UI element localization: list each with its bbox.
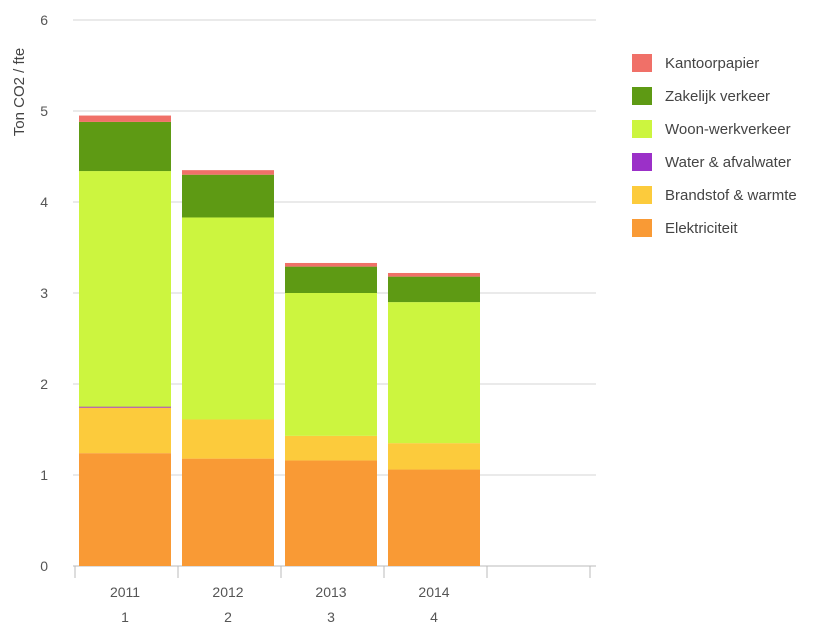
legend-item: Water & afvalwater [632,147,797,177]
x-tick-label: 2014 [418,584,449,600]
bar-segment-2011-5 [79,115,171,122]
legend-label: Brandstof & warmte [665,186,797,204]
x-tick-sublabel: 3 [327,609,335,625]
x-tick-label: 2011 [110,584,140,600]
bar-segment-2012-3 [182,217,274,420]
legend-item: Zakelijk verkeer [632,81,797,111]
y-tick-label: 2 [40,376,48,392]
legend-swatch [632,120,652,138]
bar-segment-2012-5 [182,170,274,175]
legend-item: Woon-werkverkeer [632,114,797,144]
bar-segment-2014-0 [388,469,480,566]
legend-label: Woon-werkverkeer [665,120,791,138]
y-tick-label: 1 [40,467,48,483]
x-tick-sublabel: 4 [430,609,438,625]
y-tick-label: 4 [40,194,48,210]
bar-segment-2013-0 [285,460,377,566]
bar-segment-2012-4 [182,174,274,218]
legend-label: Elektriciteit [665,219,738,237]
y-tick-label: 5 [40,103,48,119]
legend-label: Zakelijk verkeer [665,87,771,105]
bar-segment-2014-1 [388,443,480,470]
bar-segment-2013-3 [285,293,377,436]
legend-swatch [632,54,652,72]
x-axis: 2011 1 2012 2 2013 3 2014 4 [74,566,591,625]
bar-segment-2012-1 [182,419,274,459]
bar-segment-2011-0 [79,453,171,566]
bar-segment-2012-0 [182,458,274,566]
bar-segment-2011-4 [79,121,171,172]
x-tick-sublabel: 1 [121,609,129,625]
bar-segment-2013-4 [285,266,377,293]
y-axis-title: Ton CO2 / fte [11,48,28,136]
y-tick-label: 6 [40,12,48,28]
legend-swatch [632,153,652,171]
bar-segment-2011-3 [79,171,171,407]
legend-item: Brandstof & warmte [632,180,797,210]
x-tick-sublabel: 2 [224,609,232,625]
bar-segment-2013-5 [285,262,377,267]
bar-segment-2014-4 [388,276,480,303]
legend-item: Elektriciteit [632,213,797,243]
x-tick-label: 2012 [212,584,243,600]
x-tick-label: 2013 [315,584,346,600]
bar-segment-2011-1 [79,407,171,454]
bar-segment-2011-2 [79,406,171,408]
y-axis-ticks: 0 1 2 3 4 5 6 [40,12,48,574]
bar-segment-2013-1 [285,435,377,461]
legend-swatch [632,186,652,204]
legend-label: Water & afvalwater [665,153,792,171]
y-tick-label: 3 [40,285,48,301]
bar-segment-2014-3 [388,302,480,444]
bars [79,115,480,566]
legend: Kantoorpapier Zakelijk verkeer Woon-werkve… [632,48,797,246]
legend-swatch [632,219,652,237]
bar-segment-2014-5 [388,272,480,277]
legend-label: Kantoorpapier [665,54,760,72]
legend-item: Kantoorpapier [632,48,797,78]
y-tick-label: 0 [40,558,48,574]
legend-swatch [632,87,652,105]
